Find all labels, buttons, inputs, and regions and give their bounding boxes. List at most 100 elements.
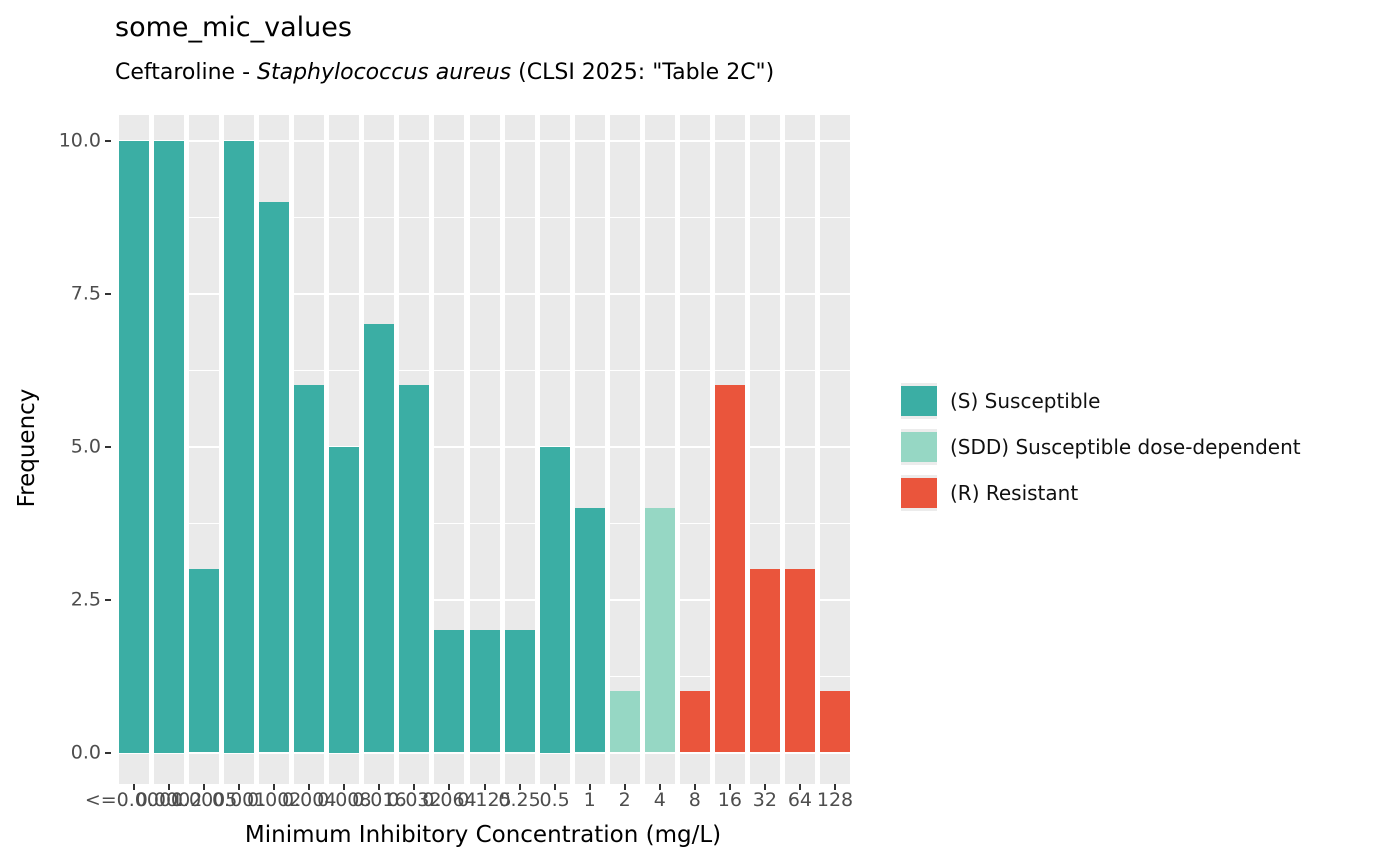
x-axis-tick <box>343 784 346 790</box>
y-axis-tick <box>105 598 111 601</box>
x-tick-label: 32 <box>752 789 777 811</box>
mic-frequency-bar <box>364 324 395 753</box>
mic-frequency-bar <box>784 568 815 753</box>
legend-item: (SDD) Susceptible dose-dependent <box>901 429 1301 465</box>
mic-frequency-bar <box>749 568 780 753</box>
x-tick-label: 4 <box>653 789 666 811</box>
mic-frequency-bar <box>504 630 535 753</box>
mic-frequency-bar <box>539 446 570 753</box>
y-axis-tick <box>105 751 111 754</box>
legend-item: (R) Resistant <box>901 475 1078 511</box>
x-tick-label: 0.125 <box>457 789 512 811</box>
x-axis-tick <box>273 784 276 790</box>
x-tick-label: 2 <box>618 789 631 811</box>
mic-frequency-bar <box>434 630 465 753</box>
x-tick-label: 0.0002 <box>135 789 203 811</box>
x-axis-tick <box>518 784 521 790</box>
legend-color-swatch <box>901 386 937 416</box>
mic-frequency-bar <box>294 385 325 753</box>
x-axis-tick <box>623 784 626 790</box>
subtitle-guideline: (CLSI 2025: "Table 2C") <box>511 60 775 85</box>
legend-label: (SDD) Susceptible dose-dependent <box>950 435 1301 459</box>
major-gridline <box>112 139 855 142</box>
y-axis-tick <box>105 139 111 142</box>
x-tick-label: 0.002 <box>246 789 302 811</box>
x-tick-label: 0.032 <box>387 789 442 811</box>
mic-frequency-bar <box>119 140 149 753</box>
mic-frequency-bar <box>820 691 850 753</box>
mic-frequency-bar <box>469 630 500 753</box>
minor-gridline <box>112 522 855 524</box>
x-tick-label: 0.004 <box>282 789 337 811</box>
x-axis-tick <box>483 784 486 790</box>
y-tick-label: 0.0 <box>70 741 101 763</box>
x-tick-label: 0.016 <box>352 789 407 811</box>
x-axis-tick <box>728 784 731 790</box>
category-stripe <box>609 115 640 784</box>
x-axis-tick <box>763 784 766 790</box>
legend-key <box>901 429 937 465</box>
y-axis-tick <box>105 292 111 295</box>
mic-frequency-bar <box>189 568 220 753</box>
x-tick-label: 1 <box>583 789 596 811</box>
mic-frequency-bar <box>644 507 675 753</box>
x-tick-label: 0.5 <box>539 789 570 811</box>
minor-gridline <box>112 216 855 218</box>
x-tick-label: 128 <box>816 789 854 811</box>
legend-color-swatch <box>901 478 937 508</box>
major-gridline <box>112 292 855 295</box>
subtitle-drug: Ceftaroline - <box>115 60 258 85</box>
x-tick-label: 16 <box>717 789 742 811</box>
legend-item: (S) Susceptible <box>901 383 1100 419</box>
legend-color-swatch <box>901 432 937 462</box>
chart-subtitle: Ceftaroline - Staphylococcus aureus (CLS… <box>115 60 774 85</box>
y-tick-label: 10.0 <box>58 129 101 151</box>
major-gridline <box>112 751 855 754</box>
legend-key <box>901 475 937 511</box>
x-tick-label: 0.064 <box>422 789 477 811</box>
mic-frequency-bar <box>679 691 710 753</box>
x-tick-label: 0.001 <box>211 789 267 811</box>
x-axis-tick <box>798 784 801 790</box>
legend-key <box>901 383 937 419</box>
mic-frequency-bar <box>154 140 185 753</box>
x-axis-tick <box>553 784 556 790</box>
mic-frequency-bar <box>714 385 745 753</box>
category-stripe <box>679 115 710 784</box>
y-axis-title: Frequency <box>14 388 40 508</box>
y-tick-label: 7.5 <box>70 282 101 304</box>
y-tick-label: 2.5 <box>70 588 101 610</box>
x-axis-tick <box>693 784 696 790</box>
mic-frequency-bar <box>329 446 360 753</box>
mic-frequency-bar <box>574 507 605 753</box>
x-axis-tick <box>168 784 171 790</box>
category-stripe <box>820 115 850 784</box>
x-tick-label: 8 <box>688 789 701 811</box>
minor-gridline <box>112 369 855 371</box>
x-tick-label: 0.25 <box>498 789 541 811</box>
x-axis-tick <box>203 784 206 790</box>
mic-frequency-bar <box>224 140 255 753</box>
x-axis-tick <box>238 784 241 790</box>
mic-frequency-bar <box>399 385 430 753</box>
x-axis-tick <box>834 784 836 790</box>
x-tick-label: 64 <box>787 789 813 811</box>
mic-frequency-bar <box>259 201 290 753</box>
x-tick-label: <=0.0001 <box>84 789 184 811</box>
y-tick-label: 5.0 <box>70 435 101 457</box>
x-tick-label: 0.008 <box>317 789 372 811</box>
x-axis-tick <box>133 784 135 790</box>
x-axis-tick <box>413 784 416 790</box>
x-axis-title: Minimum Inhibitory Concentration (mg/L) <box>244 822 722 848</box>
x-tick-label: 0.0005 <box>170 789 238 811</box>
major-gridline <box>112 445 855 448</box>
major-gridline <box>112 598 855 601</box>
x-axis-tick <box>308 784 311 790</box>
x-axis-tick <box>588 784 591 790</box>
legend-label: (R) Resistant <box>950 481 1079 505</box>
subtitle-organism: Staphylococcus aureus <box>257 60 512 85</box>
x-axis-tick <box>448 784 451 790</box>
y-axis-tick <box>105 445 111 448</box>
x-axis-tick <box>378 784 381 790</box>
